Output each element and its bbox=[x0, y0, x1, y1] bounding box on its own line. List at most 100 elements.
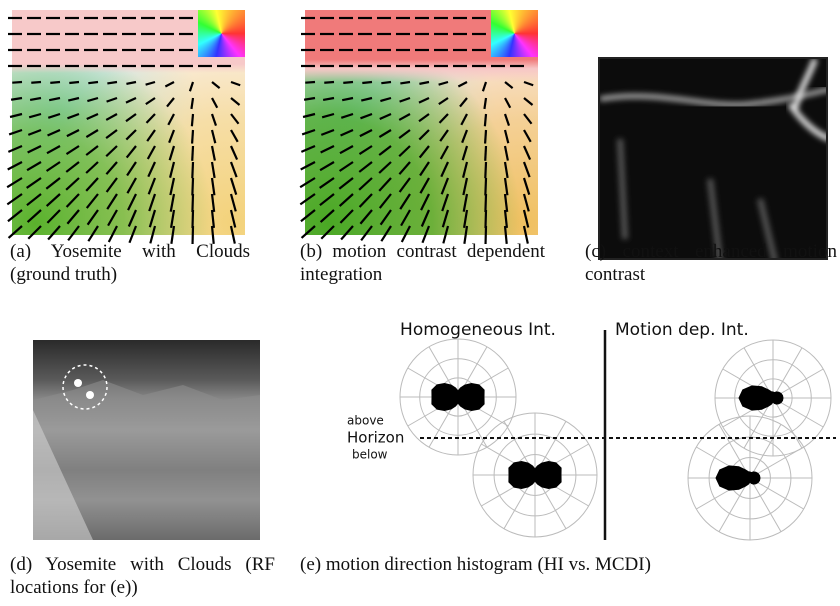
flow-arrow bbox=[505, 130, 508, 143]
flow-arrow bbox=[505, 194, 507, 212]
flow-arrow bbox=[505, 210, 507, 228]
flow-arrow bbox=[50, 82, 60, 83]
flow-arrow bbox=[322, 114, 334, 117]
flow-arrow bbox=[461, 114, 467, 125]
flow-arrow bbox=[212, 130, 215, 143]
flow-arrow bbox=[401, 210, 410, 226]
flow-arrow bbox=[380, 194, 391, 208]
flow-arrow bbox=[463, 146, 467, 160]
flow-arrow bbox=[149, 178, 155, 194]
flow-arrow bbox=[67, 114, 79, 118]
flow-arrow bbox=[400, 82, 410, 83]
flow-arrow bbox=[106, 114, 117, 120]
flow-arrow bbox=[524, 98, 533, 105]
left-title: Homogeneous Int. bbox=[400, 320, 556, 340]
flow-arrow bbox=[192, 114, 193, 126]
polar-plots bbox=[400, 339, 831, 540]
flow-arrow bbox=[524, 114, 532, 124]
flow-arrow bbox=[442, 194, 448, 211]
flow-arrow bbox=[440, 130, 448, 141]
flow-arrow bbox=[324, 82, 334, 83]
flow-arrow bbox=[340, 194, 353, 206]
flow-arrow bbox=[127, 178, 136, 193]
polar-spoke bbox=[773, 348, 802, 398]
flow-arrow bbox=[361, 226, 372, 240]
flow-arrow bbox=[212, 210, 214, 228]
flow-arrow bbox=[359, 162, 372, 172]
flow-arrow bbox=[301, 146, 315, 152]
flow-arrow bbox=[28, 226, 41, 239]
flow-arrow bbox=[341, 130, 353, 135]
flow-arrow bbox=[47, 194, 60, 206]
flow-arrow bbox=[31, 82, 41, 83]
flow-arrow bbox=[340, 146, 353, 153]
flow-arrow bbox=[212, 82, 220, 88]
caption-e: (e) motion direction histogram (HI vs. M… bbox=[300, 553, 835, 576]
flow-arrow bbox=[192, 194, 193, 212]
flow-arrow bbox=[505, 146, 508, 161]
flow-arrow bbox=[170, 178, 174, 195]
flow-arrow bbox=[171, 194, 174, 212]
flow-arrow bbox=[320, 162, 334, 170]
flow-arrow bbox=[439, 98, 448, 104]
flow-arrow bbox=[147, 130, 155, 141]
flow-arrow bbox=[212, 98, 217, 108]
flow-arrow bbox=[231, 162, 237, 177]
flow-arrow bbox=[106, 162, 117, 174]
flow-arrow bbox=[420, 146, 429, 158]
flow-arrow bbox=[168, 114, 174, 125]
flow-arrow bbox=[421, 194, 429, 210]
flow-arrow bbox=[399, 114, 410, 120]
flow-arrow bbox=[524, 146, 530, 160]
flow-arrow bbox=[343, 82, 353, 83]
flow-arrow bbox=[320, 178, 334, 188]
flow-arrow bbox=[67, 194, 79, 207]
flow-arrow bbox=[9, 130, 22, 134]
figure: Homogeneous Int. Motion dep. Int. above … bbox=[0, 0, 840, 606]
flow-arrow bbox=[8, 210, 22, 221]
flow-arrow bbox=[485, 162, 486, 178]
flow-arrow bbox=[107, 82, 117, 83]
flow-arrow bbox=[300, 178, 315, 187]
flow-arrow bbox=[29, 114, 41, 117]
flow-arrow bbox=[149, 194, 155, 211]
flow-arrow bbox=[9, 226, 22, 238]
flow-arrow bbox=[360, 194, 372, 207]
flow-arrow bbox=[301, 210, 315, 221]
flow-arrow bbox=[302, 130, 315, 134]
flow-arrow bbox=[47, 162, 60, 171]
flow-arrow bbox=[231, 98, 240, 105]
flow-arrow bbox=[361, 98, 372, 101]
flow-arrow bbox=[127, 162, 136, 175]
flow-arrow bbox=[126, 114, 136, 121]
flow-arrow bbox=[339, 178, 353, 189]
flow-arrow bbox=[46, 178, 60, 189]
flow-arrow bbox=[321, 130, 334, 135]
flow-arrow bbox=[439, 114, 448, 123]
flow-arrow bbox=[66, 178, 79, 190]
flow-arrow bbox=[12, 82, 22, 83]
flow-arrow bbox=[399, 130, 410, 138]
flow-arrow bbox=[28, 130, 41, 135]
flow-arrow bbox=[191, 98, 193, 109]
flow-arrow bbox=[48, 226, 60, 240]
flow-arrow bbox=[321, 210, 334, 222]
flow-arrow bbox=[340, 210, 353, 223]
flow-arrow bbox=[360, 210, 372, 224]
flow-arrow bbox=[212, 114, 216, 126]
flow-arrow bbox=[10, 114, 22, 117]
flow-arrow bbox=[399, 162, 410, 174]
flow-arrow bbox=[170, 162, 174, 178]
flow-arrow bbox=[148, 146, 155, 159]
flow-arrow bbox=[86, 146, 98, 155]
flow-arrow bbox=[380, 98, 391, 101]
flow-arrow bbox=[88, 82, 98, 83]
flow-arrow bbox=[107, 98, 117, 102]
flow-arrow bbox=[505, 114, 509, 126]
flow-arrow bbox=[381, 210, 391, 225]
flow-arrow bbox=[27, 194, 41, 205]
flow-arrow bbox=[231, 178, 236, 195]
flow-arrow bbox=[419, 98, 429, 103]
flow-arrow bbox=[359, 146, 372, 154]
flow-arrow bbox=[28, 210, 41, 222]
